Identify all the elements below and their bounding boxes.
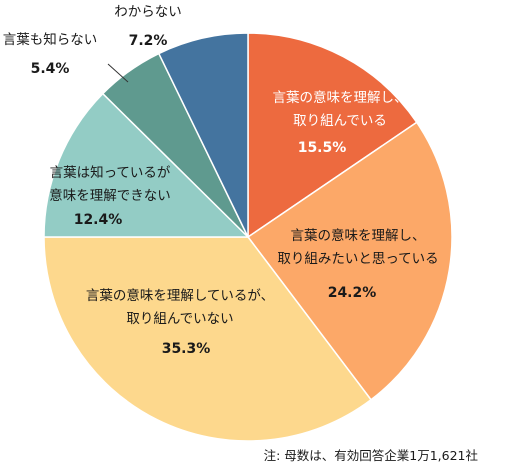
leader-line-not-known bbox=[107, 63, 129, 83]
slice-label-engaged-line-1: 言葉の意味を理解し、 bbox=[273, 89, 408, 106]
pie-slices bbox=[43, 32, 453, 442]
slice-label-want-to-engage-line-1: 言葉の意味を理解し、 bbox=[291, 227, 426, 244]
slice-value-unknown: 7.2% bbox=[129, 33, 168, 49]
pie-labels: 言葉の意味を理解し、取り組んでいる15.5%言葉の意味を理解し、取り組みたいと思… bbox=[3, 4, 439, 357]
slice-value-want-to-engage: 24.2% bbox=[328, 285, 377, 301]
pie-slice-unknown bbox=[157, 32, 249, 238]
slice-value-known-not-understood: 12.4% bbox=[74, 212, 123, 228]
slice-label-unknown-line-1: わからない bbox=[114, 4, 182, 20]
slice-label-engaged-line-2: 取り組んでいる bbox=[293, 113, 387, 129]
pie-slice-understand-not-engaged bbox=[43, 236, 373, 442]
slice-label-known-not-understood-line-2: 意味を理解できない bbox=[49, 187, 171, 204]
slice-value-understand-not-engaged: 35.3% bbox=[162, 341, 211, 357]
pie-slice-engaged bbox=[247, 32, 418, 239]
pie-slice-known-not-understood bbox=[43, 92, 250, 238]
slice-label-understand-not-engaged-line-2: 取り組んでいない bbox=[126, 311, 233, 327]
slice-label-not-known-line-1: 言葉も知らない bbox=[3, 31, 98, 48]
slice-label-known-not-understood-line-1: 言葉は知っているが bbox=[50, 164, 171, 181]
slice-value-not-known: 5.4% bbox=[31, 61, 70, 77]
slice-label-understand-not-engaged-line-1: 言葉の意味を理解しているが、 bbox=[86, 287, 274, 304]
footnote: 注: 母数は、有効回答企業1万1,621社 bbox=[263, 448, 478, 463]
slice-label-want-to-engage-line-2: 取り組みたいと思っている bbox=[277, 251, 438, 267]
slice-value-engaged: 15.5% bbox=[298, 140, 347, 156]
pie-slice-want-to-engage bbox=[246, 121, 453, 401]
